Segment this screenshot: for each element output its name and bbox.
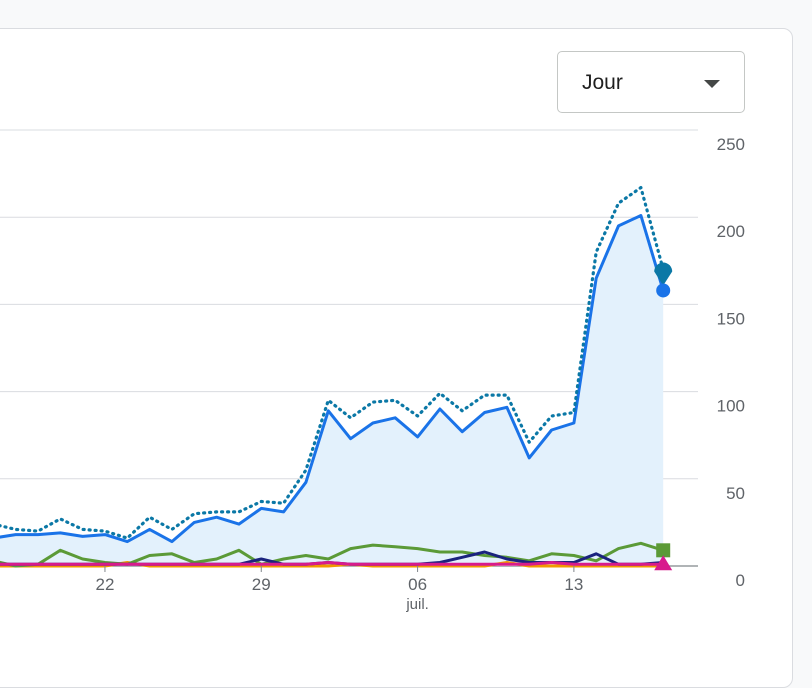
- series-end-marker-dotted: [654, 262, 673, 286]
- x-tick-label-29: 29: [252, 575, 271, 594]
- y-tick-label-150: 150: [717, 309, 745, 328]
- x-axis-ticks: 22 29 06 13 juil.: [95, 566, 583, 613]
- area-fill: [0, 215, 664, 566]
- period-dropdown-value: Jour: [582, 71, 623, 94]
- x-tick-label-13: 13: [564, 575, 583, 594]
- y-tick-label-200: 200: [717, 222, 745, 241]
- y-tick-label-100: 100: [717, 397, 745, 416]
- area-primary: [0, 215, 664, 566]
- chevron-down-icon: [704, 80, 720, 88]
- y-tick-label-50: 50: [726, 484, 745, 503]
- y-tick-label-0: 0: [736, 571, 745, 590]
- period-dropdown[interactable]: Jour: [557, 51, 745, 113]
- series-line-pink: [0, 561, 665, 566]
- series-end-marker-pink: [654, 555, 673, 571]
- series-line-primary: [0, 214, 665, 544]
- x-tick-label-06: 06: [408, 575, 427, 594]
- series-markers: [654, 262, 673, 571]
- x-month-label: juil.: [405, 596, 429, 613]
- series-end-marker-green: [656, 543, 671, 558]
- line-chart: 0 50 100 150 200 250 22 29 06 13 juil.: [0, 129, 745, 613]
- series-lines: [0, 186, 665, 568]
- y-tick-label-250: 250: [717, 135, 745, 154]
- series-end-marker-primary: [656, 283, 671, 298]
- y-axis-ticks: 0 50 100 150 200 250: [717, 135, 745, 590]
- series-line-green: [0, 541, 665, 568]
- series-line-dotted: [0, 186, 665, 540]
- x-tick-label-22: 22: [95, 575, 114, 594]
